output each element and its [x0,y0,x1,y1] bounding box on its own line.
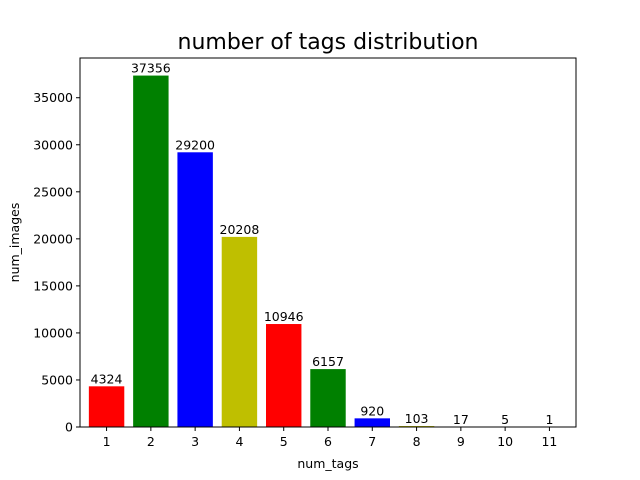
data-label-8: 103 [405,411,429,426]
bar-5 [266,324,302,427]
x-tick-label-2: 2 [147,434,155,449]
x-tick-label-11: 11 [541,434,557,449]
x-tick-label-1: 1 [103,434,111,449]
y-axis: 0 5000 10000 15000 20000 25000 30000 35000 [33,90,80,435]
y-axis-label: num_images [7,203,22,283]
data-label-10: 5 [501,412,509,427]
y-tick-label-10000: 10000 [33,325,73,340]
data-labels-group: 4324 37356 29200 20208 10946 6157 920 103 17 5 1 [91,61,554,427]
data-label-5: 10946 [264,309,304,324]
x-tick-label-4: 4 [235,434,243,449]
y-tick-label-5000: 5000 [41,372,73,387]
data-label-11: 1 [545,412,553,427]
y-tick-label-20000: 20000 [33,231,73,246]
y-tick-label-30000: 30000 [33,137,73,152]
data-label-4: 20208 [220,222,260,237]
x-tick-label-8: 8 [413,434,421,449]
x-axis-label: num_tags [297,456,358,471]
plot-frame [79,57,577,428]
x-tick-label-6: 6 [324,434,332,449]
y-tick-label-0: 0 [65,420,73,435]
data-label-2: 37356 [131,61,171,76]
bars-group [88,75,568,428]
x-tick-label-7: 7 [368,434,376,449]
bar-7 [354,418,390,427]
data-label-1: 4324 [91,371,123,386]
y-tick-label-35000: 35000 [33,90,73,105]
y-tick-label-25000: 25000 [33,184,73,199]
x-tick-label-3: 3 [191,434,199,449]
y-tick-label-15000: 15000 [33,278,73,293]
chart-title: number of tags distribution [178,30,479,55]
x-tick-label-9: 9 [457,434,465,449]
bar-1 [88,386,125,427]
x-tick-label-10: 10 [497,434,513,449]
data-label-6: 6157 [312,354,344,369]
data-label-3: 29200 [175,137,215,152]
bar-3 [177,152,213,428]
x-tick-label-5: 5 [280,434,288,449]
bar-2 [133,75,169,427]
bar-4 [221,236,258,427]
data-label-9: 17 [453,412,469,427]
x-axis: 1 2 3 4 5 6 7 8 9 10 11 [103,427,557,449]
data-label-7: 920 [360,403,384,418]
bar-6 [310,369,346,427]
